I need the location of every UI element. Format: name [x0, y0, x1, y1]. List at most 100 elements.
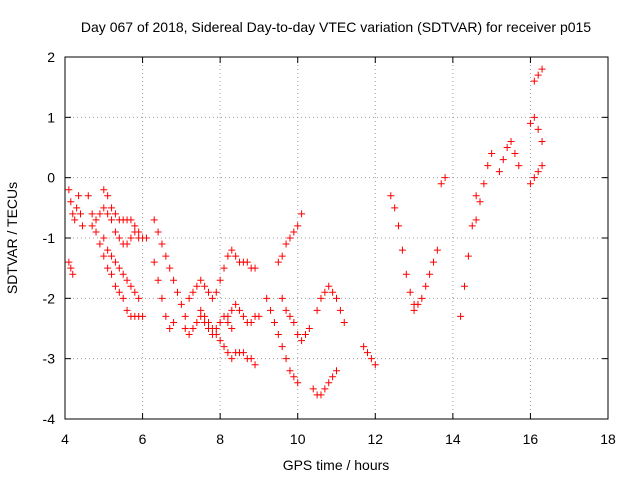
series-trace-e: [100, 186, 150, 242]
data-point: [441, 174, 449, 182]
data-point: [294, 331, 302, 339]
series-trace-u: [437, 174, 449, 188]
chart-title: Day 067 of 2018, Sidereal Day-to-day VTE…: [81, 19, 591, 35]
data-point: [88, 222, 96, 230]
data-point: [166, 264, 174, 272]
data-point: [290, 373, 298, 381]
data-point: [115, 264, 123, 272]
data-point: [127, 234, 135, 242]
data-point: [104, 192, 112, 200]
data-point: [460, 282, 468, 290]
data-point: [69, 210, 77, 218]
data-point: [534, 71, 542, 79]
x-axis-label: GPS time / hours: [283, 457, 390, 473]
data-point: [75, 192, 83, 200]
data-point: [236, 306, 244, 314]
data-point: [142, 234, 150, 242]
y-tick-label: -1: [43, 230, 56, 246]
data-point: [135, 228, 143, 236]
data-point: [387, 192, 395, 200]
data-point: [189, 325, 197, 332]
data-point: [480, 180, 488, 188]
data-point: [173, 288, 181, 296]
data-point: [224, 312, 232, 320]
y-tick-label: 1: [47, 109, 55, 125]
data-point: [193, 318, 201, 326]
data-point: [77, 210, 85, 218]
data-point: [263, 294, 271, 302]
data-point: [278, 252, 286, 260]
data-point: [73, 204, 81, 212]
data-point: [150, 216, 158, 224]
series-trace-a: [65, 186, 86, 230]
data-point: [100, 186, 108, 194]
data-point: [197, 276, 205, 284]
series-trace-b: [65, 258, 77, 278]
data-point: [162, 312, 170, 320]
series-trace-s: [387, 192, 418, 308]
data-point: [317, 294, 325, 302]
data-point: [158, 294, 166, 302]
data-point: [457, 312, 465, 320]
data-marks: [65, 65, 546, 399]
y-tick-label: -2: [43, 290, 56, 306]
data-point: [406, 288, 414, 296]
series-trace-n: [274, 210, 306, 266]
data-point: [119, 270, 127, 278]
data-point: [294, 222, 302, 230]
data-point: [282, 240, 290, 248]
data-point: [468, 222, 476, 230]
grid: [65, 57, 608, 419]
data-point: [100, 204, 108, 212]
series-trace-h: [150, 258, 178, 332]
data-point: [538, 137, 546, 145]
x-tick-label: 8: [216, 431, 224, 447]
data-point: [309, 385, 317, 393]
x-tick-label: 6: [139, 431, 147, 447]
data-point: [336, 306, 344, 314]
data-point: [216, 276, 224, 284]
data-point: [123, 306, 131, 314]
data-point: [286, 234, 294, 242]
data-point: [274, 331, 282, 339]
data-point: [127, 216, 135, 224]
series-trace-q: [313, 282, 348, 326]
data-point: [286, 312, 294, 320]
data-point: [251, 361, 259, 369]
data-point: [437, 180, 445, 188]
series-trace-k: [197, 306, 259, 369]
data-point: [185, 331, 193, 339]
series-trace-w: [472, 150, 496, 224]
data-point: [108, 216, 116, 224]
data-point: [476, 198, 484, 206]
series-trace-x: [495, 137, 523, 176]
data-point: [364, 349, 372, 357]
data-point: [255, 312, 263, 320]
data-point: [329, 373, 337, 381]
data-point: [108, 204, 116, 212]
data-point: [414, 300, 422, 308]
data-point: [84, 192, 92, 200]
data-point: [65, 186, 73, 194]
data-point: [232, 252, 240, 260]
data-point: [220, 264, 228, 272]
data-point: [282, 306, 290, 314]
data-point: [321, 385, 329, 393]
data-point: [131, 222, 139, 230]
series-trace-v: [457, 192, 480, 320]
data-point: [247, 355, 255, 363]
y-tick-label: -4: [43, 411, 56, 427]
data-point: [371, 361, 379, 369]
data-point: [228, 306, 236, 314]
data-point: [329, 288, 337, 296]
data-point: [325, 282, 333, 290]
y-tick-label: -3: [43, 351, 56, 367]
data-point: [402, 270, 410, 278]
data-point: [224, 252, 232, 260]
data-point: [313, 306, 321, 314]
data-point: [127, 282, 135, 290]
data-point: [298, 210, 306, 218]
data-point: [92, 216, 100, 224]
data-point: [247, 318, 255, 326]
